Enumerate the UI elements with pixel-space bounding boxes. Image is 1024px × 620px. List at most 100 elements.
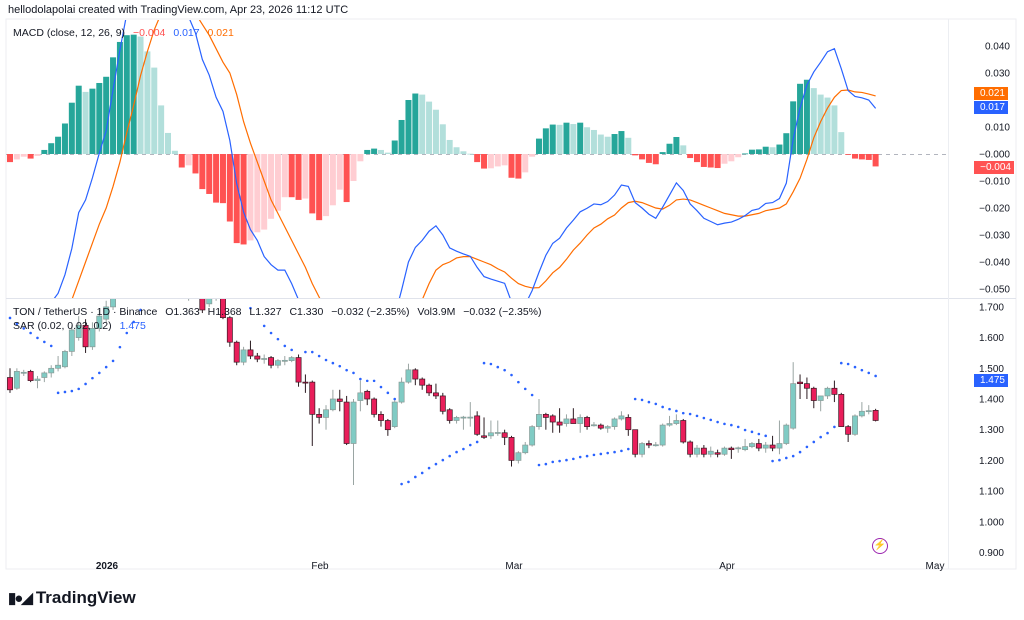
macd-line <box>53 20 877 298</box>
macd-histogram-bar <box>590 129 597 154</box>
price-tick-label: 1.300 <box>979 425 1004 436</box>
sar-dot <box>420 471 424 475</box>
macd-histogram-bar <box>309 154 316 214</box>
sar-dot <box>839 361 843 365</box>
sar-dot <box>565 458 568 462</box>
candle <box>357 392 364 401</box>
sar-dot <box>359 377 362 381</box>
candle <box>852 415 858 435</box>
macd-histogram-bar <box>467 153 474 155</box>
macd-histogram-bar <box>419 94 426 154</box>
macd-histogram-bar <box>405 100 412 154</box>
sar-dot <box>661 405 664 409</box>
sar-dot <box>778 458 781 462</box>
candle <box>138 258 143 261</box>
candle <box>652 444 659 447</box>
macd-histogram-bar <box>13 154 20 160</box>
tradingview-logo[interactable]: ▮●◢ TradingView <box>8 588 136 608</box>
sar-dot <box>139 308 142 312</box>
candle <box>378 414 384 421</box>
macd-histogram-bar <box>501 154 508 166</box>
price-tick-label: 1.400 <box>979 395 1004 406</box>
sar-dot <box>434 462 438 466</box>
candle <box>343 401 350 444</box>
candle <box>41 372 48 378</box>
sar-legend-label: SAR (0.02, 0.02, 0.2) <box>13 320 112 332</box>
candle <box>7 377 13 391</box>
macd-histogram-bar <box>728 154 735 162</box>
macd-legend-macd: 0.017 <box>173 27 200 39</box>
candle <box>776 443 783 449</box>
signal-line <box>71 20 876 298</box>
sar-dot <box>647 400 651 404</box>
macd-histogram-bar <box>735 154 742 158</box>
time-tick-label: Mar <box>505 561 523 572</box>
macd-histogram-bar <box>34 154 41 156</box>
sar-dot <box>819 435 822 439</box>
sar-dot <box>249 306 252 310</box>
candle <box>755 443 762 449</box>
candle <box>439 395 446 412</box>
macd-tick-label: −0.030 <box>979 231 1010 242</box>
candle <box>186 292 191 295</box>
candle <box>542 414 549 418</box>
candle <box>494 432 501 434</box>
macd-axis[interactable]: 0.040 0.030 0.010 −0.000 −0.010 −0.020 −0.030 −… <box>979 42 1010 296</box>
candle <box>487 432 494 437</box>
candle <box>474 415 481 435</box>
sar-dot <box>771 459 774 463</box>
macd-histogram-bar <box>61 123 68 154</box>
macd-tick-label: −0.010 <box>979 177 1010 188</box>
time-tick-label: Apr <box>719 561 735 572</box>
ohlc-high: H1.368 <box>207 306 242 318</box>
macd-histogram-bar <box>584 127 591 154</box>
price-tick-label: 1.700 <box>979 302 1004 313</box>
macd-histogram-bar <box>549 124 556 154</box>
sar-dot <box>702 416 706 420</box>
sar-dot <box>482 361 486 365</box>
candle <box>55 364 62 369</box>
sar-dot <box>826 431 829 435</box>
candle <box>680 420 687 443</box>
macd-histogram-bar <box>481 154 488 169</box>
sar-dot <box>757 432 761 436</box>
macd-histogram-bar <box>68 102 75 154</box>
macd-histogram-bar <box>652 154 659 165</box>
macd-histogram-bar <box>776 144 783 154</box>
macd-histogram-bar <box>700 154 707 167</box>
candle <box>220 299 226 318</box>
sar-dot <box>49 344 53 348</box>
candle <box>172 279 177 288</box>
candle <box>659 424 666 446</box>
macd-histogram-bar <box>398 119 405 154</box>
sar-dot <box>654 402 658 406</box>
macd-histogram-bar <box>817 94 824 154</box>
price-axis[interactable]: 1.700 1.600 1.500 1.400 1.300 1.200 1.100 1.000… <box>979 302 1004 559</box>
macd-price-tag: 0.017 <box>974 101 1008 114</box>
candle <box>268 357 275 366</box>
time-axis[interactable]: 2026 Feb Mar Apr May <box>96 561 945 572</box>
price-tick-label: 1.000 <box>979 517 1004 528</box>
sar-dot <box>585 454 589 458</box>
sar-dot <box>572 457 575 461</box>
candle <box>62 351 68 368</box>
price-tick-label: 1.600 <box>979 333 1004 344</box>
candle <box>618 415 625 420</box>
lightning-icon[interactable]: ⚡ <box>872 538 888 554</box>
candle <box>783 424 790 444</box>
symbol-label[interactable]: TON / TetherUS · 1D · Binance <box>13 306 158 318</box>
macd-histogram-bar <box>858 154 865 160</box>
ohlc-open: O1.363 <box>165 306 200 318</box>
sar-dot <box>331 361 335 365</box>
candle <box>749 443 755 447</box>
macd-histogram-bar <box>268 154 275 219</box>
macd-tick-label: −0.000 <box>979 150 1010 161</box>
candle <box>632 429 639 455</box>
macd-legend-label: MACD (close, 12, 26, 9) <box>13 27 126 39</box>
candle <box>82 324 89 348</box>
macd-histogram-bar <box>41 149 48 154</box>
price-tick-label: 0.900 <box>979 548 1004 559</box>
candle <box>508 437 515 461</box>
macd-histogram-bar <box>371 148 378 154</box>
